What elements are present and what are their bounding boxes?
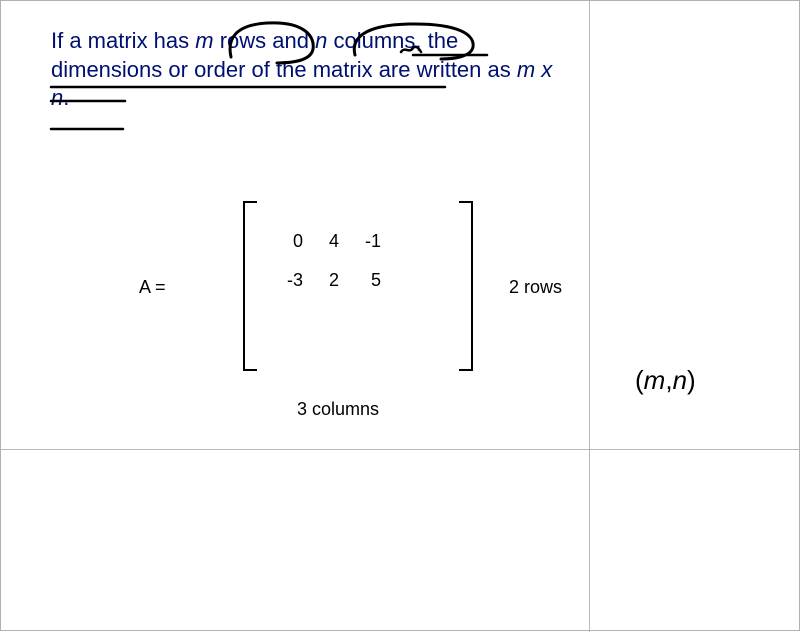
- bracket-left: [243, 201, 257, 371]
- mn-tuple-label: (m,n): [635, 365, 696, 396]
- heading-m: m: [195, 28, 213, 53]
- mn-open: (: [635, 365, 644, 395]
- slide-canvas: If a matrix has m rows and n columns, th…: [0, 0, 800, 631]
- matrix-cell: 4: [317, 223, 351, 260]
- matrix-A: 0 4 -1 -3 2 5: [243, 201, 473, 371]
- bracket-right: [459, 201, 473, 371]
- matrix-cell: -1: [353, 223, 393, 260]
- ink-underline-mxn: [49, 121, 127, 139]
- matrix-grid: 0 4 -1 -3 2 5: [273, 221, 395, 301]
- rows-count-label: 2 rows: [509, 277, 562, 298]
- matrix-cell: 2: [317, 262, 351, 299]
- mn-m: m: [644, 365, 666, 395]
- vertical-divider: [589, 1, 590, 632]
- heading-part1: If a matrix has: [51, 28, 195, 53]
- heading-n: n: [315, 28, 327, 53]
- matrix-cell: 0: [275, 223, 315, 260]
- mn-n: n: [673, 365, 687, 395]
- heading-part4: .: [63, 85, 69, 110]
- matrix-cell: 5: [353, 262, 393, 299]
- matrix-row: -3 2 5: [275, 262, 393, 299]
- matrix-name-label: A =: [139, 277, 166, 298]
- matrix-cell: -3: [275, 262, 315, 299]
- mn-comma: ,: [665, 365, 672, 395]
- heading-part2: rows and: [214, 28, 316, 53]
- horizontal-divider-right: [589, 449, 800, 450]
- matrix-row: 0 4 -1: [275, 223, 393, 260]
- definition-text: If a matrix has m rows and n columns, th…: [51, 27, 571, 113]
- horizontal-divider-left: [1, 449, 589, 450]
- columns-count-label: 3 columns: [297, 399, 379, 420]
- mn-close: ): [687, 365, 696, 395]
